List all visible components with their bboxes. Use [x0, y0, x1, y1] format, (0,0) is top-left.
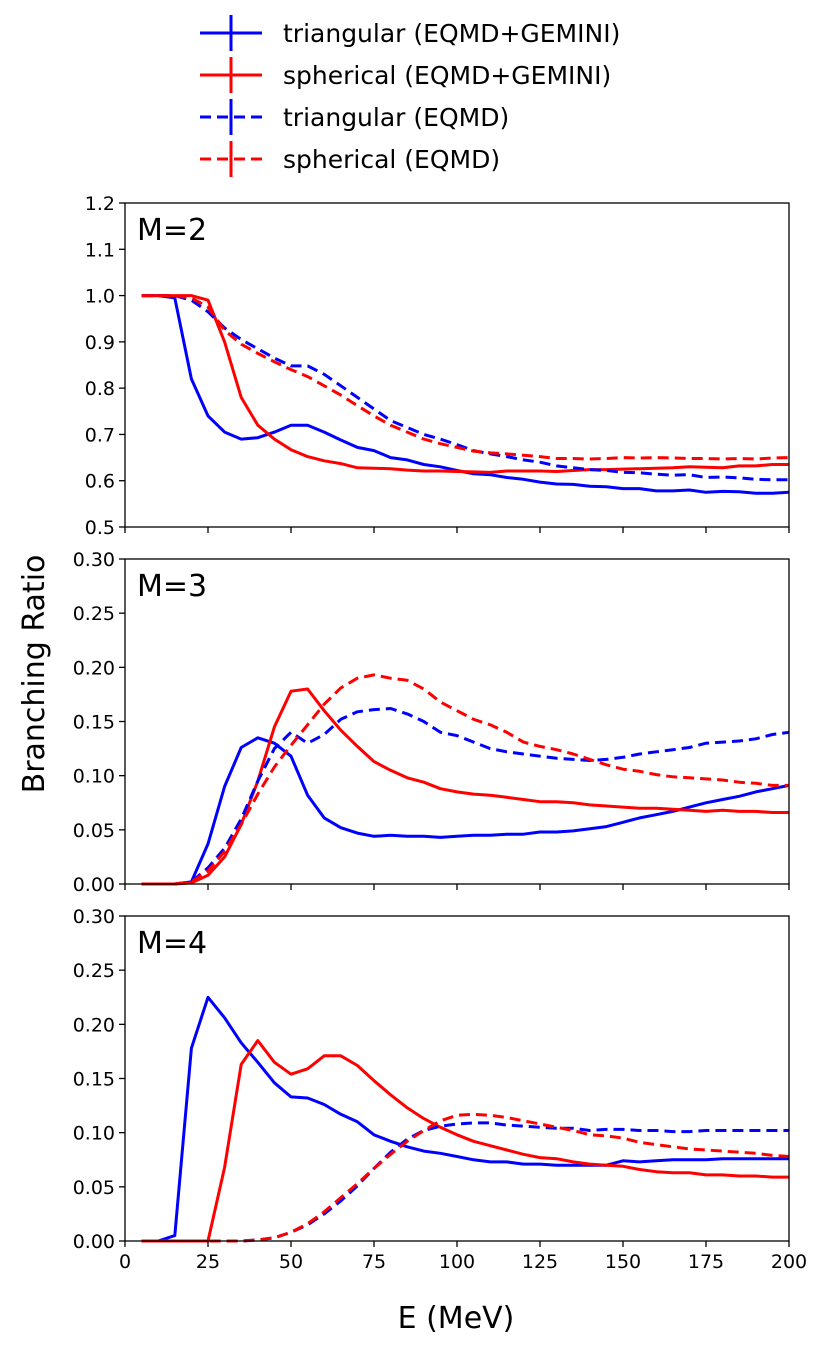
legend-item: spherical (EQMD)	[200, 141, 500, 177]
series-line	[141, 294, 790, 461]
y-tick-label: 0.10	[73, 1123, 115, 1145]
series-line	[141, 673, 789, 886]
y-tick-label: 0.10	[73, 766, 115, 788]
legend: triangular (EQMD+GEMINI) spherical (EQMD+…	[200, 15, 620, 177]
plot-frame	[124, 915, 790, 1242]
x-tick-label: 0	[119, 1251, 131, 1273]
x-tick-label: 75	[362, 1251, 386, 1273]
series-line	[141, 294, 790, 495]
y-tick-label: 0.15	[73, 712, 115, 734]
y-tick-label: 1.2	[85, 193, 115, 215]
y-tick-label: 0.7	[85, 424, 115, 446]
y-tick-label: 0.25	[73, 603, 115, 625]
panel-label: M=4	[137, 926, 207, 961]
y-tick-label: 0.9	[85, 332, 115, 354]
y-tick-label: 0.25	[73, 960, 115, 982]
x-tick-label: 50	[279, 1251, 303, 1273]
series-line	[141, 294, 789, 474]
y-tick-label: 0.6	[85, 471, 115, 493]
plot-frame	[124, 202, 790, 528]
series-line	[141, 995, 789, 1243]
y-tick-label: 0.30	[73, 906, 115, 928]
x-tick-label: 200	[771, 1251, 807, 1273]
y-tick-label: 0.00	[73, 874, 115, 896]
x-tick-label: 175	[688, 1251, 724, 1273]
series-line	[141, 707, 790, 886]
y-tick-label: 0.20	[73, 657, 115, 679]
y-tick-label: 0.5	[85, 517, 115, 539]
series-line	[141, 1112, 790, 1243]
y-axis-title: Branching Ratio	[17, 555, 52, 794]
y-tick-label: 0.30	[73, 549, 115, 571]
legend-item: triangular (EQMD+GEMINI)	[200, 15, 620, 51]
legend-label: spherical (EQMD)	[283, 145, 500, 174]
y-tick-label: 0.05	[73, 1177, 115, 1199]
legend-label: triangular (EQMD+GEMINI)	[283, 19, 620, 48]
y-tick-label: 1.1	[85, 239, 115, 261]
x-tick-label: 150	[605, 1251, 641, 1273]
series-line	[141, 1121, 789, 1243]
legend-item: triangular (EQMD)	[200, 99, 509, 135]
series-line	[141, 294, 789, 482]
panel-label: M=3	[137, 569, 207, 604]
y-tick-label: 0.8	[85, 378, 115, 400]
legend-label: spherical (EQMD+GEMINI)	[283, 61, 611, 90]
y-tick-label: 0.15	[73, 1069, 115, 1091]
x-tick-label: 100	[439, 1251, 475, 1273]
panel-1: 0.5 0.6 0.7 0.8 0.9 1.0 1.1 1.2 M=2	[85, 193, 790, 539]
y-tick-label: 0.20	[73, 1014, 115, 1036]
x-tick-label: 25	[196, 1251, 220, 1273]
panel-2: 0.00 0.05 0.10 0.15 0.20 0.25 0.30 M=3	[73, 549, 790, 896]
series-line	[141, 687, 789, 886]
x-axis-title: E (MeV)	[398, 1301, 515, 1336]
panel-3: 0.00 0.05 0.10 0.15 0.20 0.25 0.30 0 25 50 75 100 12…	[73, 906, 807, 1273]
panel-label: M=2	[137, 213, 207, 248]
legend-item: spherical (EQMD+GEMINI)	[200, 57, 611, 93]
legend-label: triangular (EQMD)	[283, 103, 509, 132]
y-tick-label: 1.0	[85, 286, 115, 308]
y-tick-label: 0.05	[73, 820, 115, 842]
y-tick-label: 0.00	[73, 1231, 115, 1253]
x-tick-label: 125	[522, 1251, 558, 1273]
panels: 0.50.60.70.80.91.01.11.2M=20.000.050.100…	[73, 193, 807, 1273]
series-line	[141, 1039, 789, 1243]
